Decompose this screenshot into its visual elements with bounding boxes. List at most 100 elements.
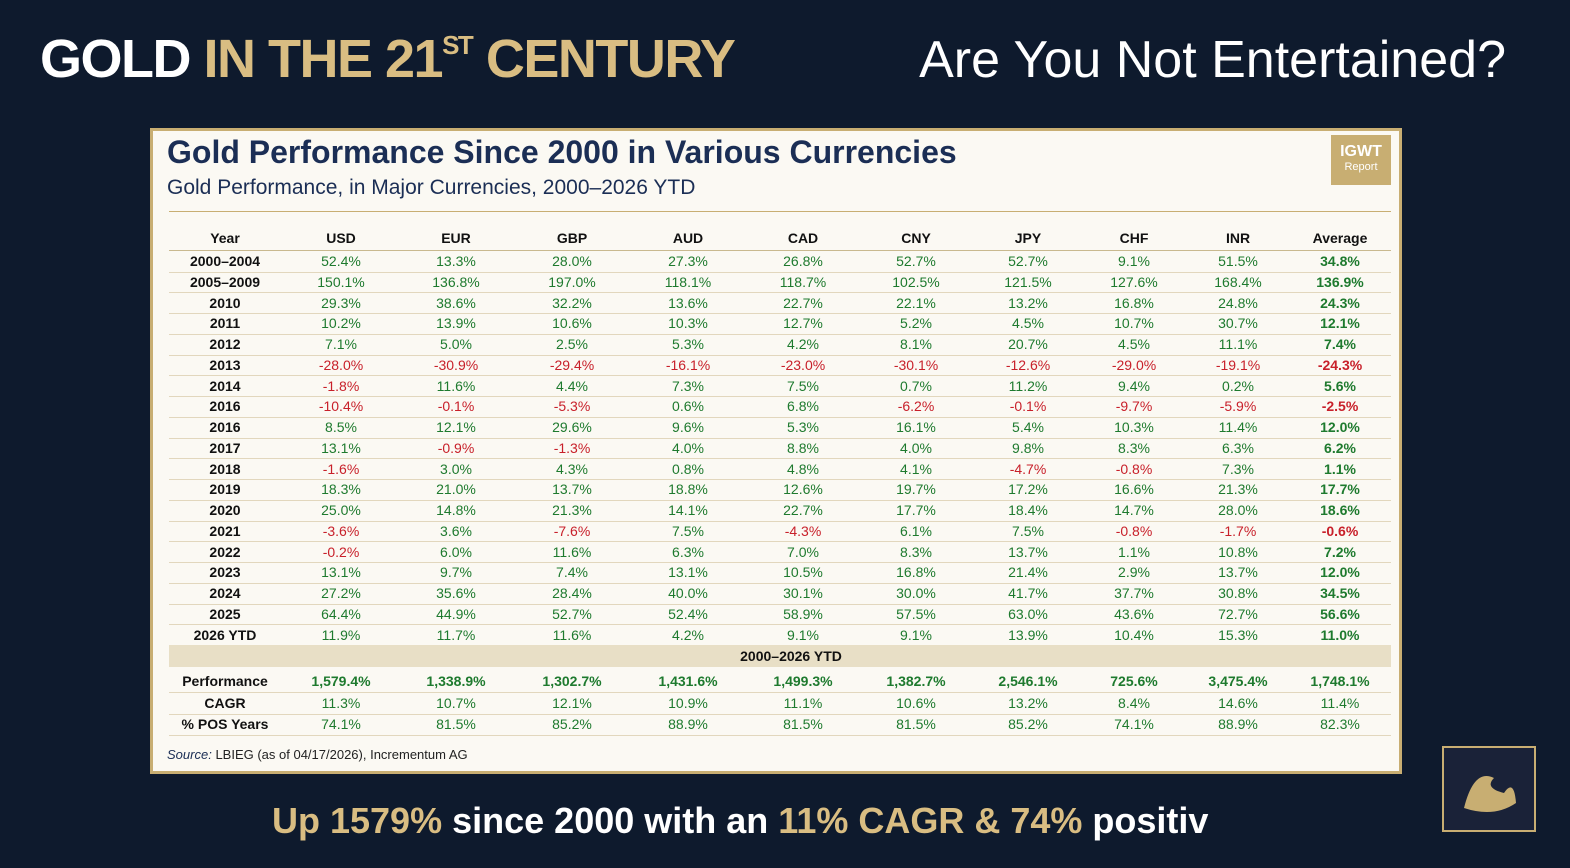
row-line <box>169 541 1391 543</box>
section-label: 2000–2026 YTD <box>740 648 842 664</box>
footer: Up 1579% since 2000 with an 11% CAGR & 7… <box>272 800 1208 842</box>
value-cell: 13.7% <box>1008 543 1048 560</box>
value-cell: 24.8% <box>1218 294 1258 311</box>
value-cell: 14.1% <box>668 502 708 518</box>
value-cell: 12.1% <box>1320 315 1360 332</box>
value-cell: 6.0% <box>440 543 472 560</box>
value-cell: 4.5% <box>1012 315 1044 332</box>
summary-cell: 11.4% <box>1320 694 1360 711</box>
summary-cell: 10.6% <box>896 694 936 711</box>
value-cell: -3.6% <box>322 522 360 539</box>
summary-cell: 81.5% <box>436 716 476 732</box>
row-line <box>169 692 1391 693</box>
value-cell: -4.3% <box>784 522 822 539</box>
value-cell: 25.0% <box>321 502 361 518</box>
value-cell: 8.3% <box>900 543 932 560</box>
row-line <box>169 292 1391 294</box>
title-gold: IN THE 21 <box>203 29 444 89</box>
value-cell: -5.3% <box>553 398 591 415</box>
summary-cell: 11.1% <box>783 694 823 711</box>
value-cell: 17.7% <box>896 502 936 518</box>
value-cell: -0.8% <box>1115 460 1153 477</box>
value-cell: 72.7% <box>1218 605 1258 622</box>
value-cell: -19.1% <box>1215 356 1261 373</box>
value-cell: 43.6% <box>1114 605 1154 622</box>
value-cell: 34.8% <box>1320 253 1360 269</box>
value-cell: 121.5% <box>1004 273 1052 290</box>
value-cell: 5.4% <box>1012 419 1044 435</box>
row-line <box>169 735 1391 736</box>
footer-1: Up 1579% <box>272 800 443 841</box>
value-cell: 18.4% <box>1008 502 1048 518</box>
value-cell: -0.9% <box>437 439 475 456</box>
value-cell: 6.8% <box>787 398 819 415</box>
row-line <box>169 437 1391 439</box>
value-cell: 52.4% <box>668 605 708 622</box>
value-cell: -5.9% <box>1219 398 1257 415</box>
value-cell: 58.9% <box>783 605 823 622</box>
row-line <box>169 271 1391 273</box>
source-label: Source: <box>167 747 212 762</box>
emblem <box>1442 746 1536 832</box>
value-cell: 11.2% <box>1008 377 1048 394</box>
summary-cell: 1,579.4% <box>311 673 371 689</box>
row-line <box>169 562 1391 563</box>
value-cell: 30.1% <box>783 585 823 601</box>
value-cell: 13.7% <box>1218 564 1258 581</box>
value-cell: 0.7% <box>900 377 932 394</box>
value-cell: -30.1% <box>893 356 939 373</box>
value-cell: 16.8% <box>1114 294 1154 311</box>
row-label: 2020 <box>209 502 241 518</box>
row-label: 2017 <box>209 439 241 456</box>
card-subtitle: Gold Performance, in Major Currencies, 2… <box>167 176 696 199</box>
source: Source: LBIEG (as of 04/17/2026), Increm… <box>167 747 468 762</box>
column-header: GBP <box>556 230 588 246</box>
value-cell: -1.6% <box>322 460 360 477</box>
summary-cell: 1,431.6% <box>658 673 718 689</box>
value-cell: -29.4% <box>549 356 595 373</box>
value-cell: 7.3% <box>672 377 704 394</box>
value-cell: 4.8% <box>787 460 819 477</box>
value-cell: 7.4% <box>556 564 588 581</box>
value-cell: 13.9% <box>436 315 476 332</box>
section-band <box>169 645 1391 667</box>
value-cell: -7.6% <box>553 522 591 539</box>
value-cell: 18.6% <box>1320 502 1360 518</box>
value-cell: 21.3% <box>1218 481 1258 498</box>
value-cell: 21.0% <box>436 481 476 498</box>
value-cell: 7.4% <box>1324 336 1356 352</box>
summary-cell: 14.6% <box>1218 694 1258 711</box>
row-line <box>169 624 1391 626</box>
row-line <box>169 375 1391 377</box>
value-cell: 52.7% <box>896 253 936 269</box>
row-label: 2021 <box>209 522 241 539</box>
value-cell: 16.1% <box>896 419 936 435</box>
value-cell: 9.6% <box>672 419 704 435</box>
value-cell: 44.9% <box>436 605 476 622</box>
value-cell: 1.1% <box>1118 543 1150 560</box>
header-title: GOLD IN THE 21ST CENTURY <box>40 28 736 90</box>
value-cell: 9.7% <box>440 564 472 581</box>
value-cell: 28.4% <box>552 585 592 601</box>
row-label: 2011 <box>209 315 241 332</box>
row-label: 2018 <box>209 460 241 477</box>
value-cell: 1.1% <box>1324 460 1356 477</box>
value-cell: 102.5% <box>892 273 940 290</box>
column-header: CHF <box>1119 230 1149 246</box>
value-cell: 0.2% <box>1222 377 1254 394</box>
summary-cell: 10.7% <box>436 694 476 711</box>
value-cell: 52.7% <box>1008 253 1048 269</box>
row-label: 2023 <box>209 564 241 581</box>
value-cell: 11.9% <box>321 626 361 643</box>
value-cell: 5.3% <box>787 419 819 435</box>
value-cell: 4.3% <box>556 460 588 477</box>
column-header: USD <box>326 230 356 246</box>
value-cell: 3.6% <box>440 522 472 539</box>
summary-cell: 82.3% <box>1320 716 1360 732</box>
value-cell: 12.6% <box>783 481 823 498</box>
column-header: Average <box>1312 230 1368 246</box>
value-cell: -0.1% <box>1009 398 1047 415</box>
value-cell: 24.3% <box>1320 294 1360 311</box>
value-cell: 38.6% <box>436 294 476 311</box>
